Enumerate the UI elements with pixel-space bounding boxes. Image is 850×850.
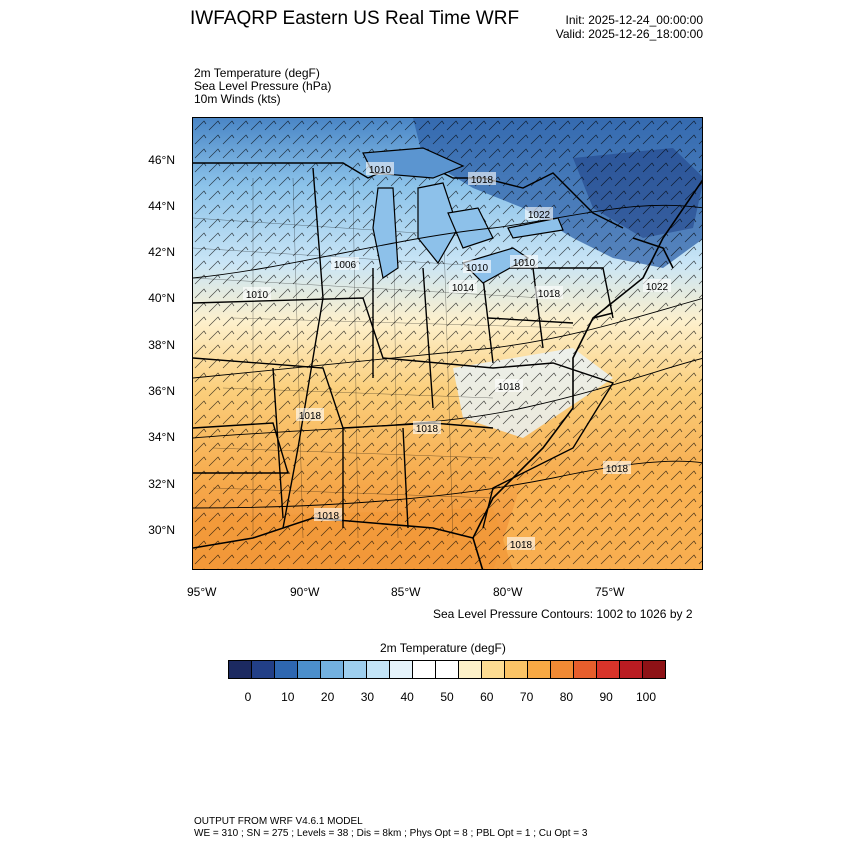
colorbar-cell (551, 661, 574, 678)
contour-label: 1018 (471, 175, 494, 186)
colorbar-cell (275, 661, 298, 678)
colorbar-cell (344, 661, 367, 678)
field-label-winds: 10m Winds (kts) (194, 92, 281, 106)
contour-labels: 1010 1018 1022 1006 1010 1010 1014 1018 … (243, 162, 671, 551)
colorbar-label: 70 (519, 690, 534, 704)
colorbar-label: 30 (360, 690, 375, 704)
plot-title: IWFAQRP Eastern US Real Time WRF (190, 8, 520, 29)
pressure-contours (193, 204, 702, 509)
colorbar-cell (229, 661, 252, 678)
lon-label: 90°W (290, 585, 320, 599)
lon-label: 95°W (187, 585, 217, 599)
field-label-pressure: Sea Level Pressure (hPa) (194, 79, 332, 93)
county-lines (193, 177, 574, 539)
map-canvas: 1010 1018 1022 1006 1010 1010 1014 1018 … (193, 118, 702, 569)
lat-label: 32°N (148, 477, 175, 491)
valid-time: Valid: 2025-12-26_18:00:00 (555, 27, 703, 41)
colorbar-label: 100 (635, 690, 657, 704)
colorbar-cell (436, 661, 459, 678)
contour-label: 1014 (452, 283, 475, 294)
colorbar (228, 660, 666, 679)
colorbar-label: 90 (599, 690, 613, 704)
lat-label: 46°N (148, 153, 175, 167)
lat-label: 44°N (148, 199, 175, 213)
contour-label: 1022 (646, 282, 669, 293)
model-info: OUTPUT FROM WRF V4.6.1 MODEL WE = 310 ; … (194, 816, 587, 840)
colorbar-label: 0 (244, 690, 252, 704)
colorbar-cell (459, 661, 482, 678)
contour-label: 1010 (466, 263, 489, 274)
lat-label: 38°N (148, 338, 175, 352)
colorbar-cell (413, 661, 436, 678)
colorbar-label: 10 (281, 690, 295, 704)
colorbar-cell (574, 661, 597, 678)
contour-label: 1010 (369, 165, 392, 176)
colorbar-label: 60 (480, 690, 494, 704)
colorbar-cell (252, 661, 275, 678)
contour-label: 1018 (510, 540, 533, 551)
colorbar-label: 80 (559, 690, 574, 704)
lat-label: 30°N (148, 523, 175, 537)
run-times: Init: 2025-12-24_00:00:00 Valid: 2025-12… (556, 13, 703, 41)
colorbar-label: 40 (400, 690, 414, 704)
colorbar-cell (597, 661, 620, 678)
colorbar-label: 20 (320, 690, 335, 704)
colorbar-cell (528, 661, 551, 678)
contour-label: 1006 (334, 260, 357, 271)
contour-label: 1018 (299, 411, 322, 422)
contour-label: 1018 (382, 354, 405, 365)
contour-label: 1018 (606, 464, 629, 475)
contour-label: 1018 (498, 382, 521, 393)
model-config: WE = 310 ; SN = 275 ; Levels = 38 ; Dis … (194, 828, 588, 839)
contour-label: 1010 (246, 290, 269, 301)
lat-label: 42°N (148, 245, 175, 259)
lon-label: 80°W (493, 585, 523, 599)
contour-label: 1018 (538, 289, 561, 300)
lat-label: 36°N (148, 384, 175, 398)
colorbar-title: 2m Temperature (degF) (380, 641, 506, 655)
colorbar-cell (298, 661, 321, 678)
lat-label: 34°N (148, 430, 175, 444)
model-version: OUTPUT FROM WRF V4.6.1 MODEL (194, 816, 363, 827)
field-label-temperature: 2m Temperature (degF) (194, 66, 320, 80)
colorbar-label: 50 (440, 690, 454, 704)
init-time: Init: 2025-12-24_00:00:00 (565, 13, 703, 27)
contour-label: 1022 (528, 210, 551, 221)
colorbar-cell (643, 661, 665, 678)
colorbar-cell (367, 661, 390, 678)
colorbar-cell (482, 661, 505, 678)
colorbar-cell (390, 661, 413, 678)
contour-label: 1010 (513, 258, 536, 269)
lon-label: 85°W (391, 585, 421, 599)
colorbar-cell (321, 661, 344, 678)
weather-map: 1010 1018 1022 1006 1010 1010 1014 1018 … (192, 117, 703, 570)
colorbar-cell (620, 661, 643, 678)
colorbar-cell (505, 661, 528, 678)
contour-note: Sea Level Pressure Contours: 1002 to 102… (433, 607, 693, 621)
contour-label: 1018 (317, 511, 340, 522)
lat-label: 40°N (148, 291, 175, 305)
coastline (193, 179, 702, 569)
contour-label: 1018 (416, 424, 439, 435)
lon-label: 75°W (595, 585, 625, 599)
